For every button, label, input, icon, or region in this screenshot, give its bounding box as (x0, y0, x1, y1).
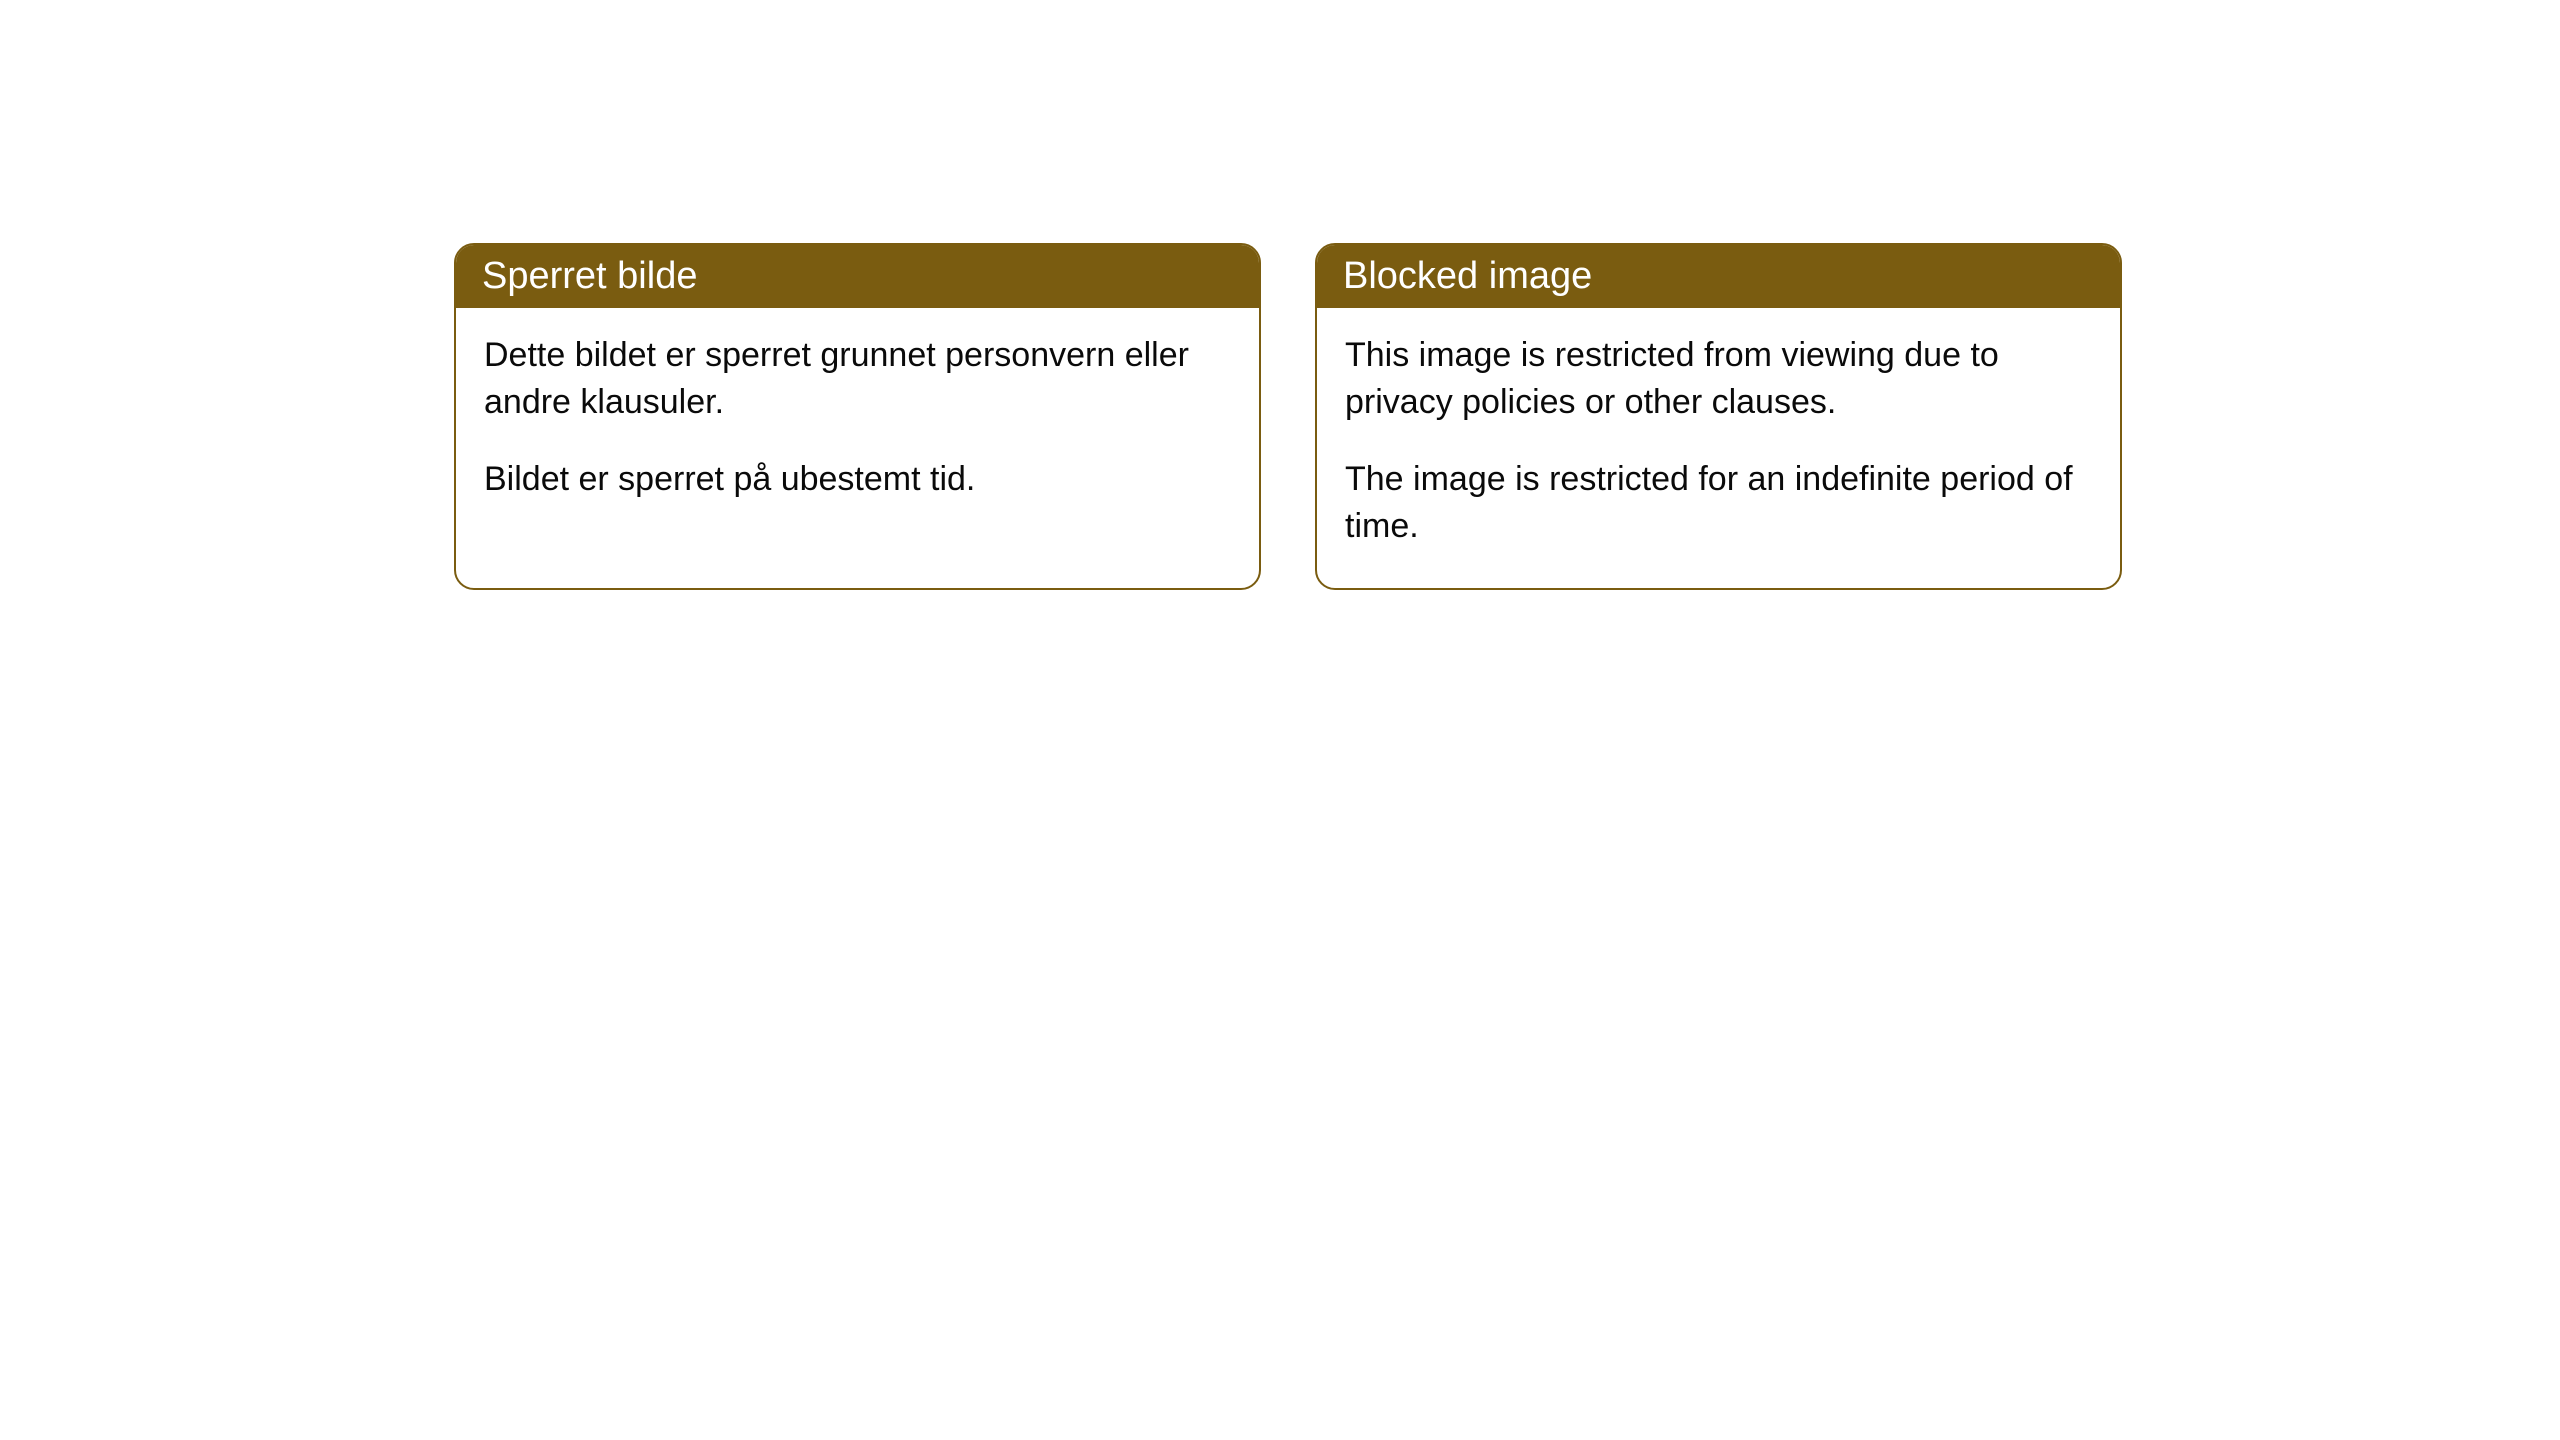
card-body: This image is restricted from viewing du… (1317, 308, 2120, 588)
card-header: Sperret bilde (456, 245, 1259, 308)
card-title: Blocked image (1343, 255, 1592, 297)
notice-container: Sperret bilde Dette bildet er sperret gr… (0, 0, 2560, 590)
blocked-image-card-english: Blocked image This image is restricted f… (1315, 243, 2122, 590)
card-title: Sperret bilde (482, 255, 697, 297)
card-paragraph: The image is restricted for an indefinit… (1345, 456, 2092, 550)
blocked-image-card-norwegian: Sperret bilde Dette bildet er sperret gr… (454, 243, 1261, 590)
card-paragraph: Bildet er sperret på ubestemt tid. (484, 456, 1231, 503)
card-paragraph: This image is restricted from viewing du… (1345, 332, 2092, 426)
card-paragraph: Dette bildet er sperret grunnet personve… (484, 332, 1231, 426)
card-header: Blocked image (1317, 245, 2120, 308)
card-body: Dette bildet er sperret grunnet personve… (456, 308, 1259, 541)
